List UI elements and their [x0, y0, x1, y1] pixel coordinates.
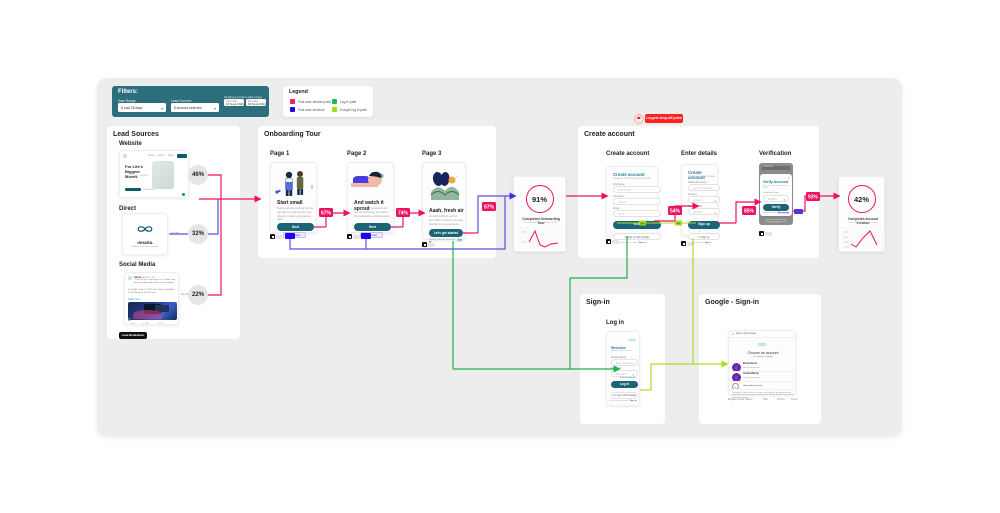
svg-text:30%: 30%: [844, 247, 849, 249]
svg-text:60%: 60%: [844, 232, 849, 234]
svg-text:57%: 57%: [522, 242, 527, 244]
svg-text:60%: 60%: [522, 232, 527, 234]
svg-text:40%: 40%: [844, 242, 849, 244]
svg-text:50%: 50%: [844, 237, 849, 239]
